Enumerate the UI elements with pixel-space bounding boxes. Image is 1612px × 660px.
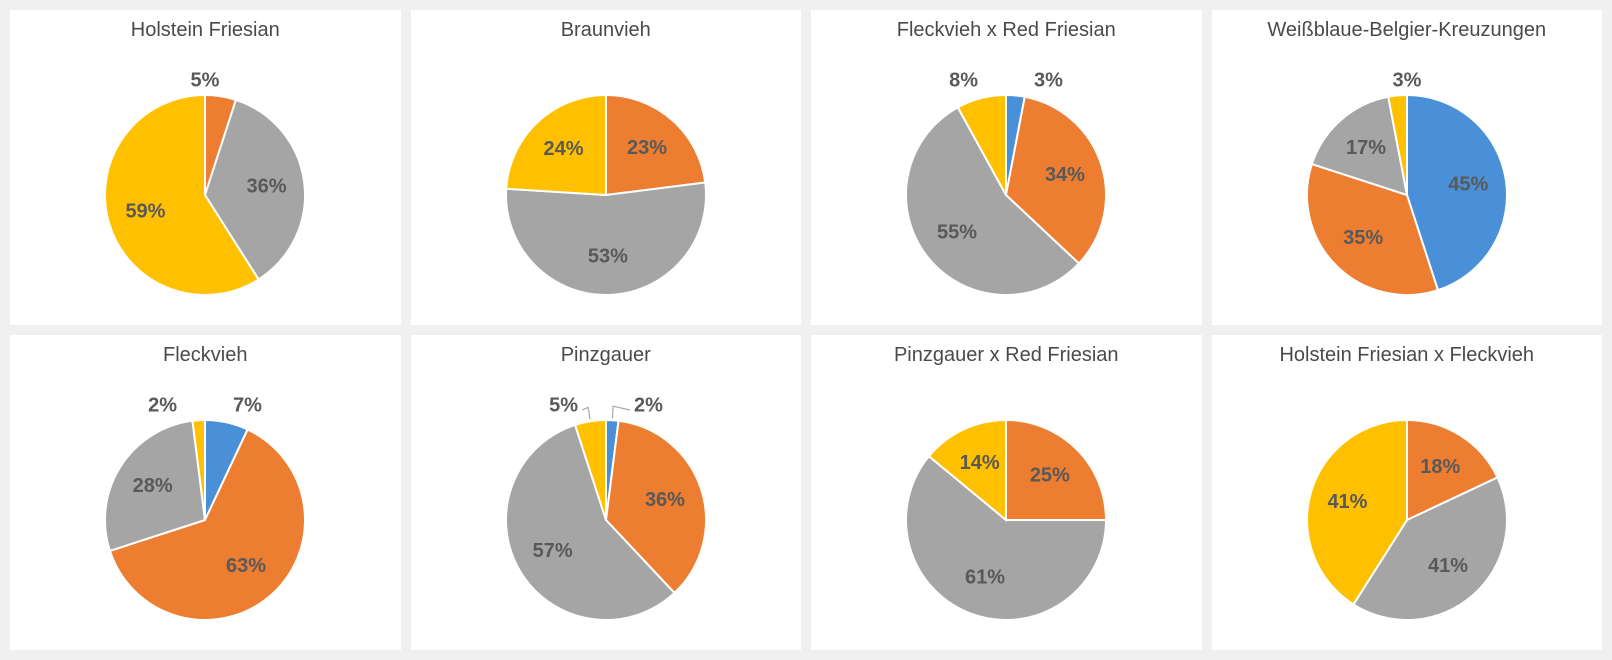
slice-label: 8% (949, 69, 978, 91)
slice-label: 18% (1420, 455, 1460, 477)
slice-label: 7% (233, 394, 262, 416)
leader-line (582, 407, 590, 419)
slice-label: 35% (1343, 227, 1383, 249)
slice-label: 61% (965, 566, 1005, 588)
slice-label: 3% (1034, 69, 1063, 91)
pie-7: 18% 41% 41% (1212, 369, 1603, 650)
slice-label: 41% (1327, 490, 1367, 512)
slice-label: 25% (1030, 464, 1070, 486)
chart-title: Holstein Friesian x Fleckvieh (1279, 343, 1534, 367)
chart-title: Fleckvieh (163, 343, 247, 367)
chart-panel-0: Holstein Friesian 5% 36% 59% (10, 10, 401, 325)
charts-grid: Holstein Friesian 5% 36% 59% Braunvieh 23%… (0, 0, 1612, 660)
leader-line (612, 406, 630, 418)
chart-title: Fleckvieh x Red Friesian (897, 18, 1116, 42)
chart-panel-6: Pinzgauer x Red Friesian 25% 61% 14% (811, 335, 1202, 650)
pie-0: 5% 36% 59% (10, 44, 401, 325)
slice-label: 59% (126, 200, 166, 222)
slice-label: 36% (645, 489, 685, 511)
pie-6: 25% 61% 14% (811, 369, 1202, 650)
chart-title: Holstein Friesian (131, 18, 280, 42)
pie-2: 3% 34% 55% 8% (811, 44, 1202, 325)
slice-label: 63% (226, 554, 266, 576)
slice-label: 14% (960, 452, 1000, 474)
pie-slice (506, 182, 706, 295)
chart-panel-4: Fleckvieh 7% 63% 28% 2% (10, 335, 401, 650)
slice-label: 24% (543, 138, 583, 160)
pie-3: 45% 35% 17% 3% (1212, 44, 1603, 325)
slice-label: 23% (627, 136, 667, 158)
chart-title: Braunvieh (561, 18, 651, 42)
slice-label: 34% (1045, 164, 1085, 186)
pie-4: 7% 63% 28% 2% (10, 369, 401, 650)
pie-1: 23% 53% 24% (411, 44, 802, 325)
chart-title: Weißblaue-Belgier-Kreuzungen (1267, 18, 1546, 42)
slice-label: 2% (148, 394, 177, 416)
slice-label: 3% (1392, 69, 1421, 91)
chart-panel-1: Braunvieh 23% 53% 24% (411, 10, 802, 325)
slice-label: 5% (191, 69, 220, 91)
slice-label: 57% (532, 539, 572, 561)
chart-panel-2: Fleckvieh x Red Friesian 3% 34% 55% 8% (811, 10, 1202, 325)
chart-title: Pinzgauer x Red Friesian (894, 343, 1119, 367)
slice-label: 17% (1346, 136, 1386, 158)
slice-label: 55% (937, 221, 977, 243)
chart-panel-7: Holstein Friesian x Fleckvieh 18% 41% 41% (1212, 335, 1603, 650)
slice-label: 36% (247, 175, 287, 197)
slice-label: 41% (1428, 554, 1468, 576)
slice-label: 28% (133, 475, 173, 497)
chart-panel-3: Weißblaue-Belgier-Kreuzungen 45% 35% 17% 3% (1212, 10, 1603, 325)
chart-title: Pinzgauer (561, 343, 651, 367)
pie-5: 2% 36% 57% 5% (411, 369, 802, 650)
slice-label: 2% (634, 394, 663, 416)
slice-label: 45% (1448, 173, 1488, 195)
slice-label: 53% (588, 245, 628, 267)
chart-panel-5: Pinzgauer 2% 36% 57% 5% (411, 335, 802, 650)
slice-label: 5% (549, 394, 578, 416)
